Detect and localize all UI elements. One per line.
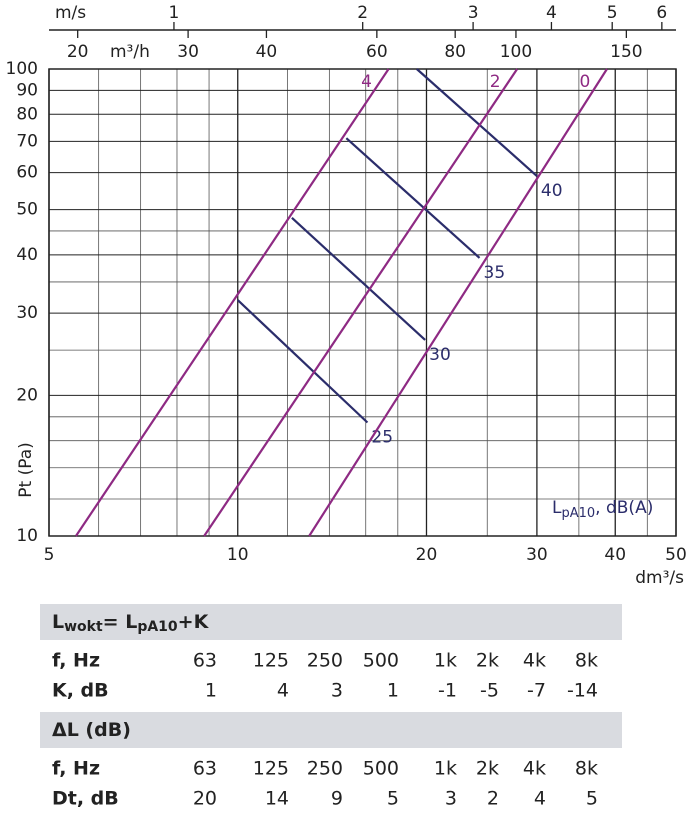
row-header: f, Hz — [52, 650, 100, 672]
formula-part: L — [52, 611, 64, 633]
cell: -1 — [438, 680, 457, 702]
cell: 63 — [193, 650, 217, 672]
formula: LpA10, dB(A) — [552, 498, 653, 521]
line — [203, 68, 519, 537]
section-header-bar — [40, 604, 622, 640]
noise-label: 25 — [371, 428, 393, 448]
formula: ΔL (dB) — [52, 719, 131, 741]
formula: Lwokt= LpA10+K — [52, 611, 210, 636]
cell: -7 — [527, 680, 546, 702]
cell: 14 — [265, 788, 289, 810]
cell: 1 — [387, 680, 399, 702]
cell: 4k — [523, 758, 546, 780]
y-tick-label: 30 — [16, 303, 38, 323]
section-header-bar — [40, 712, 622, 748]
y-tick-label: 70 — [16, 131, 38, 151]
x-tick-label: 30 — [526, 545, 548, 565]
row-header: K, dB — [52, 680, 109, 702]
top-axis-label: m/s — [55, 3, 86, 23]
y-tick-label: 90 — [16, 80, 38, 100]
x-tick-label: 20 — [416, 545, 438, 565]
cell: 3 — [445, 788, 457, 810]
row-header: f, Hz — [52, 758, 100, 780]
line-label: 0 — [580, 72, 591, 92]
y-tick-label: 50 — [16, 200, 38, 220]
formula-part: ΔL (dB) — [52, 719, 131, 741]
cell: 8k — [575, 758, 598, 780]
cell: -14 — [567, 680, 598, 702]
cell: 125 — [253, 650, 289, 672]
cell: -5 — [480, 680, 499, 702]
formula-part: pA10 — [561, 506, 595, 521]
top-tick-label: 60 — [366, 42, 388, 62]
y-axis-label: Pt (Pa) — [16, 442, 36, 498]
top-axis-label: m³/h — [110, 42, 150, 62]
noise-line — [236, 299, 369, 424]
cell: 1k — [434, 758, 457, 780]
noise-line — [291, 217, 426, 341]
top-tick-label: 5 — [607, 3, 618, 23]
y-tick-label: 20 — [16, 385, 38, 405]
top-tick-label: 80 — [444, 42, 466, 62]
cell: 9 — [331, 788, 343, 810]
cell: 500 — [363, 650, 399, 672]
top-tick-label: 2 — [357, 3, 368, 23]
top-tick-label: 30 — [177, 42, 199, 62]
cell: 20 — [193, 788, 217, 810]
line-label: 2 — [490, 72, 501, 92]
top-tick-label: 20 — [67, 42, 89, 62]
top-tick-label: 150 — [610, 42, 642, 62]
top-tick-label: 100 — [500, 42, 532, 62]
cell: 8k — [575, 650, 598, 672]
cell: 250 — [307, 650, 343, 672]
formula-part: pA10 — [137, 619, 178, 635]
cell: 125 — [253, 758, 289, 780]
x-tick-label: 5 — [44, 545, 55, 565]
x-tick-label: 40 — [604, 545, 626, 565]
cell: 250 — [307, 758, 343, 780]
noise-label: 30 — [429, 345, 451, 365]
formula-part: wokt — [64, 619, 103, 635]
formula-part: , dB(A) — [595, 498, 653, 518]
formula-part: +K — [178, 611, 210, 633]
cell: 500 — [363, 758, 399, 780]
cell: 2 — [487, 788, 499, 810]
line — [75, 68, 390, 537]
formula-part: = L — [103, 611, 138, 633]
top-tick-label: 4 — [546, 3, 557, 23]
top-tick-label: 3 — [468, 3, 479, 23]
y-tick-label: 80 — [16, 104, 38, 124]
cell: 2k — [476, 650, 499, 672]
noise-line — [416, 68, 538, 177]
y-tick-label: 40 — [16, 245, 38, 265]
cell: 2k — [476, 758, 499, 780]
y-tick-label: 10 — [16, 526, 38, 546]
formula-part: L — [552, 498, 562, 518]
cell: 1 — [205, 680, 217, 702]
cell: 3 — [331, 680, 343, 702]
y-tick-label: 100 — [6, 59, 38, 79]
noise-line — [345, 137, 481, 259]
cell: 5 — [586, 788, 598, 810]
line-label: 4 — [361, 72, 372, 92]
noise-label: 40 — [541, 181, 563, 201]
top-tick-label: 1 — [169, 3, 180, 23]
x-axis-label: dm³/s — [635, 568, 684, 588]
cell: 4 — [277, 680, 289, 702]
cell: 4 — [534, 788, 546, 810]
plot-frame — [48, 68, 677, 537]
noise-label: 35 — [484, 263, 506, 283]
line — [308, 68, 608, 537]
cell: 4k — [523, 650, 546, 672]
cell: 63 — [193, 758, 217, 780]
top-tick-label: 40 — [256, 42, 278, 62]
cell: 5 — [387, 788, 399, 810]
cell: 1k — [434, 650, 457, 672]
x-tick-label: 50 — [665, 545, 687, 565]
y-tick-label: 60 — [16, 163, 38, 183]
row-header: Dt, dB — [52, 788, 119, 810]
x-tick-label: 10 — [227, 545, 249, 565]
top-tick-label: 6 — [656, 3, 667, 23]
